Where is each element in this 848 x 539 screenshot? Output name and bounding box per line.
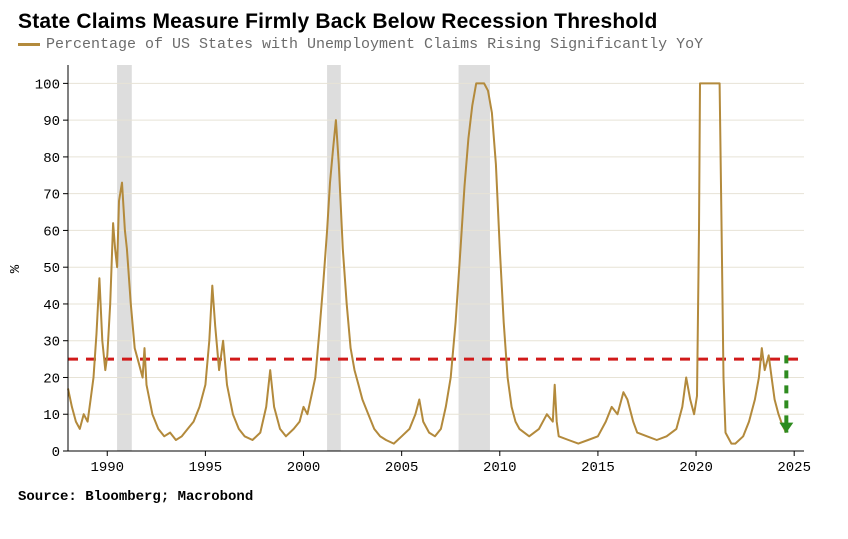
plot-area: % 01020304050607080901001990199520002005… [18, 59, 830, 479]
svg-text:80: 80 [43, 151, 60, 167]
svg-text:2015: 2015 [581, 460, 615, 476]
svg-text:60: 60 [43, 224, 60, 240]
svg-text:2020: 2020 [679, 460, 713, 476]
y-axis-label: % [8, 265, 24, 273]
svg-text:100: 100 [35, 77, 60, 93]
chart-svg: 0 10 20 30 40 50 60 70 80 90 100 1990 1995 2000 2005 20… [18, 59, 818, 479]
svg-text:70: 70 [43, 188, 60, 204]
svg-text:2010: 2010 [483, 460, 517, 476]
legend: Percentage of US States with Unemploymen… [18, 36, 830, 53]
legend-label: Percentage of US States with Unemploymen… [46, 36, 703, 53]
svg-text:1995: 1995 [189, 460, 223, 476]
svg-text:40: 40 [43, 298, 60, 314]
svg-text:50: 50 [43, 261, 60, 277]
svg-text:2005: 2005 [385, 460, 419, 476]
svg-text:0: 0 [52, 445, 60, 461]
chart-container: State Claims Measure Firmly Back Below R… [0, 0, 848, 539]
svg-text:2025: 2025 [777, 460, 811, 476]
svg-text:1990: 1990 [90, 460, 124, 476]
svg-text:30: 30 [43, 335, 60, 351]
svg-text:20: 20 [43, 371, 60, 387]
svg-text:90: 90 [43, 114, 60, 130]
source-text: Source: Bloomberg; Macrobond [18, 489, 830, 505]
svg-text:10: 10 [43, 408, 60, 424]
chart-title: State Claims Measure Firmly Back Below R… [18, 10, 830, 34]
legend-swatch [18, 43, 40, 46]
svg-text:2000: 2000 [287, 460, 321, 476]
